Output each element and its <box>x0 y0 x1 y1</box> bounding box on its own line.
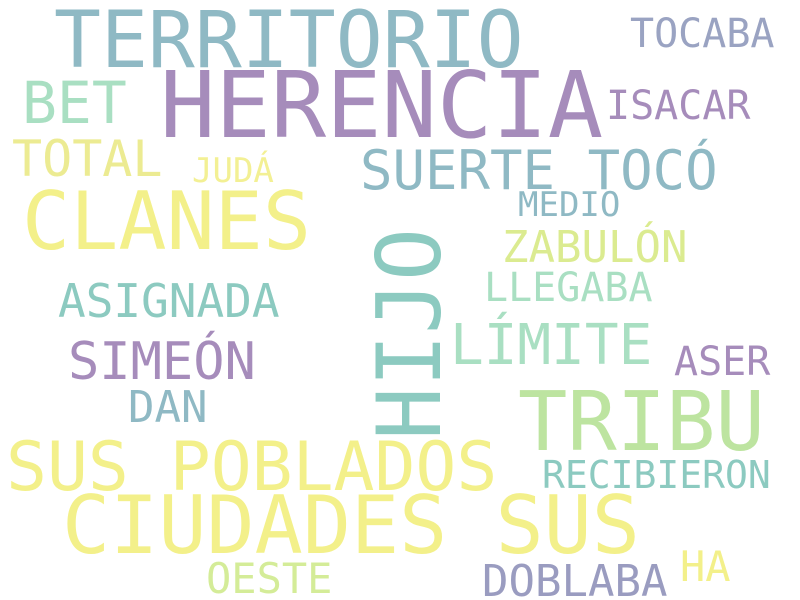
word-limite: LÍMITE <box>450 313 653 378</box>
word-clanes: CLANES <box>22 175 311 268</box>
word-suerte-toco: SUERTE TOCÓ <box>360 139 718 202</box>
word-tocaba: TOCABA <box>630 11 775 57</box>
word-total: TOTAL <box>12 130 163 188</box>
word-dan: DAN <box>128 382 208 433</box>
word-medio: MEDIO <box>518 185 621 225</box>
word-llegaba: LLEGABA <box>484 265 653 311</box>
word-hijo: HIJO <box>358 228 461 440</box>
word-simeon: SIMEÓN <box>68 332 256 392</box>
word-ciudades-sus: CIUDADES SUS <box>62 479 640 572</box>
word-sus-poblados: SUS POBLADOS <box>6 428 498 507</box>
word-asignada: ASIGNADA <box>58 274 280 328</box>
word-doblaba: DOBLABA <box>482 556 668 600</box>
word-territorio: TERRITORIO <box>54 0 524 86</box>
word-zabulon: ZABULÓN <box>502 222 688 273</box>
word-ha: HA <box>680 542 731 591</box>
word-oeste: OESTE <box>206 554 333 600</box>
word-recibieron: RECIBIERON <box>542 453 771 497</box>
word-isacar: ISACAR <box>606 83 751 129</box>
word-juda: JUDÁ <box>192 151 274 191</box>
word-herencia: HERENCIA <box>160 52 604 159</box>
word-aser: ASER <box>674 339 771 385</box>
word-tribu: TRIBU <box>518 375 765 470</box>
word-bet: BET <box>22 69 127 137</box>
